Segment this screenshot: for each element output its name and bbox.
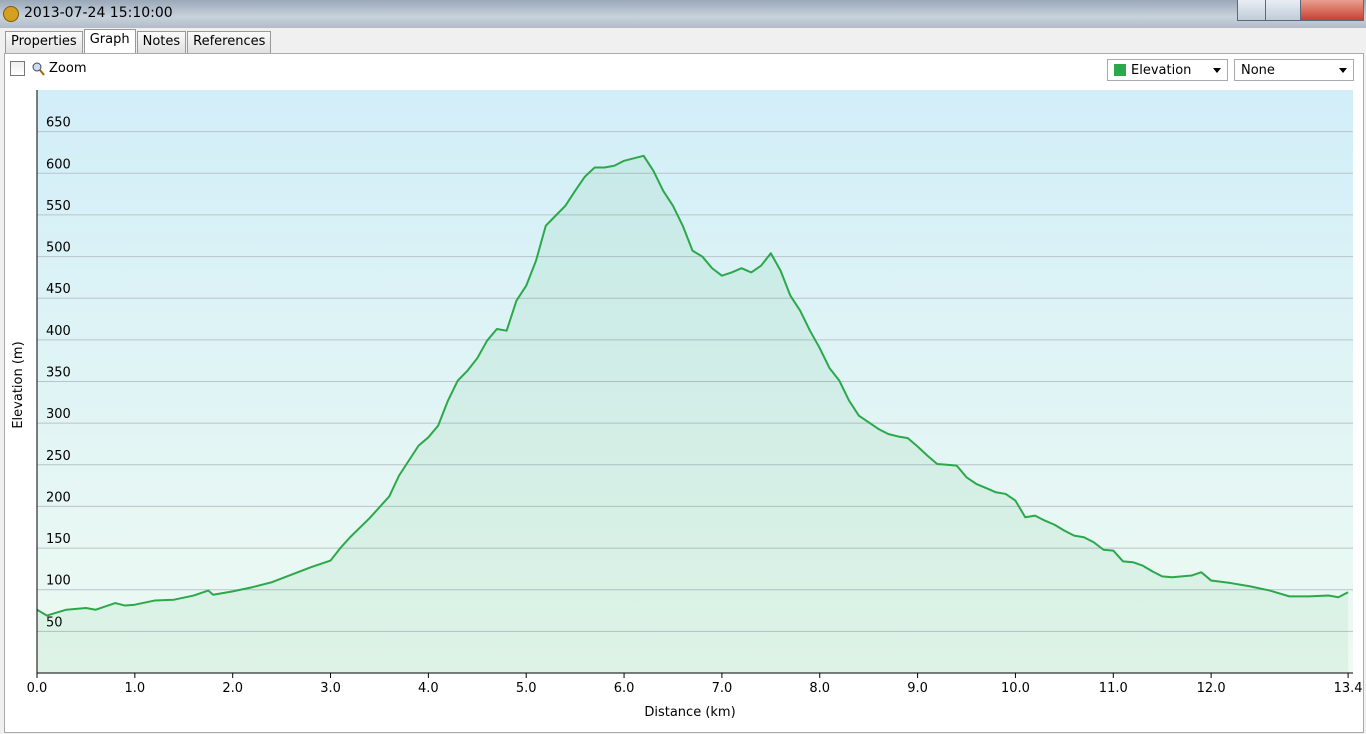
y-series-select[interactable]: Elevation [1107, 59, 1228, 81]
y-tick-label: 250 [46, 449, 71, 464]
x-tick-label: 4.0 [418, 681, 439, 696]
dropdown-arrow [1213, 68, 1221, 73]
dropdown-arrow [1339, 68, 1347, 73]
tab[interactable]: References [187, 31, 272, 53]
y-tick-label: 100 [46, 574, 71, 589]
window-title: 2013-07-24 15:10:00 [24, 5, 173, 21]
tab-bar: Properties Graph Notes References [5, 29, 272, 53]
y-tick-label: 400 [46, 324, 71, 339]
y-tick-label: 450 [46, 282, 71, 297]
x-tick-label: 8.0 [809, 681, 830, 696]
x-tick-label: 3.0 [320, 681, 341, 696]
zoom-icon [32, 62, 45, 76]
x-series-select[interactable]: None [1234, 59, 1354, 81]
zoom-control[interactable]: Zoom [10, 61, 86, 76]
tab[interactable]: Notes [136, 31, 187, 53]
zoom-label: Zoom [49, 61, 87, 76]
elevation-area [37, 155, 1349, 673]
y-tick-label: 150 [46, 532, 71, 547]
x-tick-label: 0.0 [27, 681, 48, 696]
y-tick-label: 500 [46, 241, 71, 256]
select-label: None [1241, 62, 1275, 78]
x-tick-label: 13.4 [1334, 681, 1363, 696]
tab[interactable]: Graph [83, 29, 136, 53]
x-tick-label: 7.0 [712, 681, 733, 696]
y-tick-label: 350 [46, 366, 71, 381]
tab[interactable]: Properties [5, 31, 83, 53]
y-tick-label: 550 [46, 199, 71, 214]
y-tick-label: 300 [46, 407, 71, 422]
legend-label: Elevation [1131, 62, 1192, 78]
x-tick-label: 2.0 [222, 681, 243, 696]
app-icon [3, 6, 19, 22]
y-axis-label: Elevation (m) [11, 341, 26, 428]
close-button[interactable] [1300, 0, 1364, 21]
x-tick-label: 10.0 [1001, 681, 1030, 696]
y-tick-label: 650 [46, 116, 71, 131]
x-tick-label: 9.0 [907, 681, 928, 696]
x-tick-label: 5.0 [516, 681, 537, 696]
x-tick-label: 6.0 [614, 681, 635, 696]
y-tick-label: 200 [46, 490, 71, 505]
x-tick-label: 12.0 [1197, 681, 1226, 696]
legend-swatch [1114, 64, 1126, 76]
elevation-line [36, 154, 1349, 617]
y-tick-label: 50 [46, 615, 63, 630]
zoom-checkbox[interactable] [10, 61, 25, 76]
x-tick-label: 11.0 [1099, 681, 1128, 696]
y-tick-label: 600 [46, 157, 71, 172]
x-axis-label: Distance (km) [644, 705, 735, 720]
x-tick-label: 1.0 [125, 681, 146, 696]
title-bar: 2013-07-24 15:10:00 [0, 0, 1366, 28]
